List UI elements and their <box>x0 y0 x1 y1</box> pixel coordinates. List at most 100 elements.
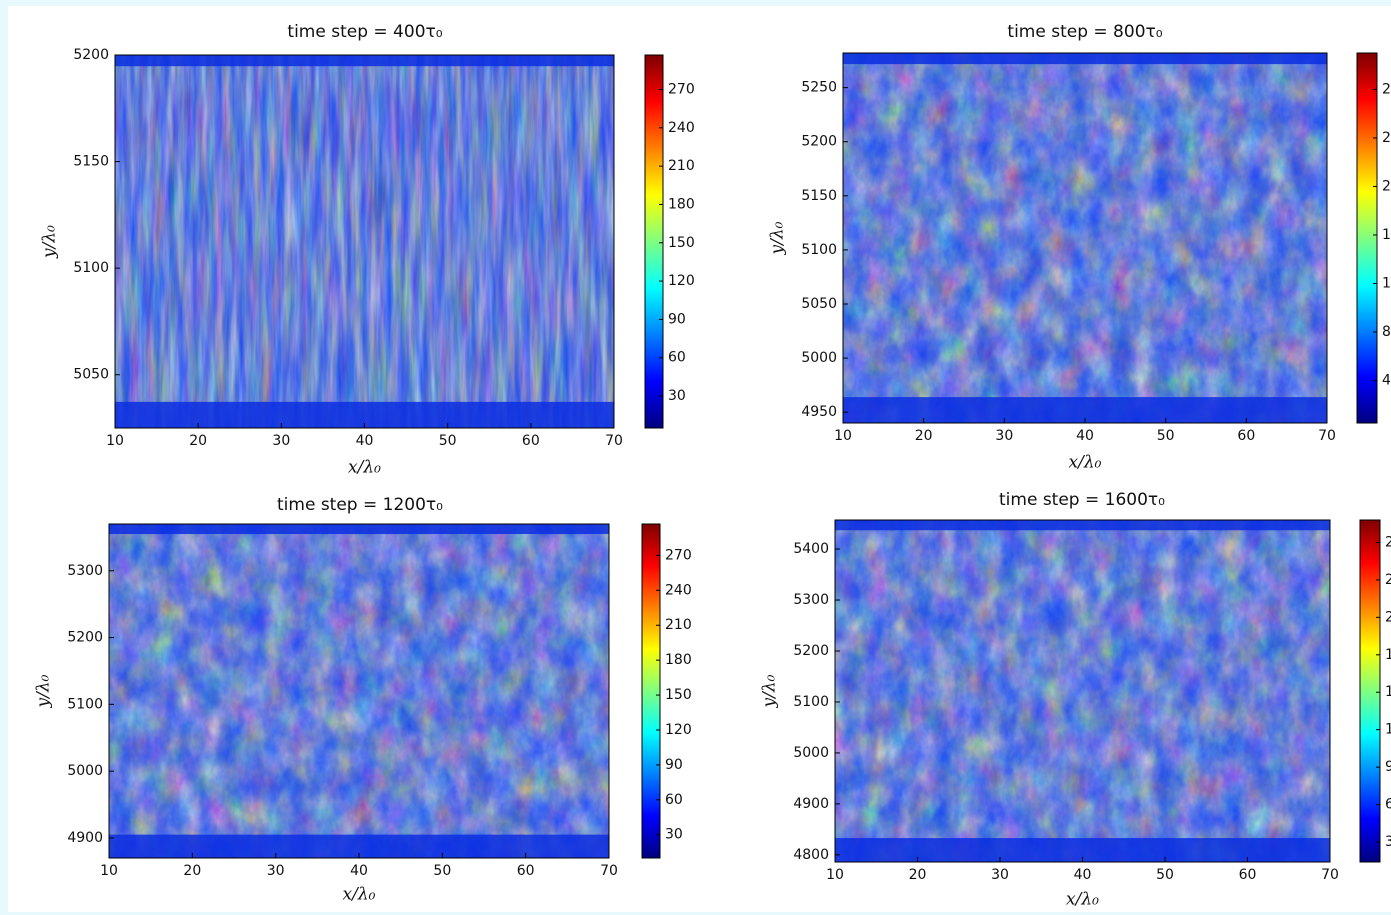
y-tick-label: 5000 <box>801 350 837 366</box>
x-tick-label: 50 <box>433 863 451 879</box>
x-tick-label: 40 <box>350 863 368 879</box>
y-tick-label: 5000 <box>67 763 103 779</box>
x-tick-label: 60 <box>522 433 540 449</box>
x-axis-label: x/λ₀ <box>1069 453 1102 473</box>
x-tick-label: 70 <box>600 863 618 879</box>
colorbar-tick-label: 240 <box>665 582 692 598</box>
colorbar-tick-label: 60 <box>1385 797 1391 813</box>
x-tick-label: 20 <box>909 867 927 883</box>
y-tick-label: 5050 <box>73 367 109 383</box>
x-tick-label: 40 <box>356 433 374 449</box>
x-tick-label: 30 <box>267 863 285 879</box>
x-tick-label: 70 <box>1318 428 1336 444</box>
colorbar-tick-label: 40 <box>1382 373 1391 389</box>
colorbar-tick-label: 210 <box>665 617 692 633</box>
x-tick-label: 30 <box>995 428 1013 444</box>
y-tick-label: 5200 <box>801 134 837 150</box>
colorbar-tick-label: 270 <box>665 547 692 563</box>
y-tick-label: 5050 <box>801 296 837 312</box>
colorbar-tick-label: 160 <box>1382 227 1391 243</box>
x-tick-label: 20 <box>915 428 933 444</box>
colorbar-tick-label: 120 <box>1385 722 1391 738</box>
y-tick-label: 5100 <box>73 260 109 276</box>
x-axis-label: x/λ₀ <box>348 458 381 478</box>
x-axis-label: x/λ₀ <box>343 885 376 905</box>
y-tick-label: 5300 <box>793 592 829 608</box>
colorbar-tick-label: 240 <box>1385 572 1391 588</box>
x-tick-label: 20 <box>183 863 201 879</box>
colorbar-tick-label: 180 <box>1385 647 1391 663</box>
colorbar-tick-label: 90 <box>1385 759 1391 775</box>
field-texture <box>843 53 1327 423</box>
y-tick-label: 5100 <box>793 694 829 710</box>
y-tick-label: 5200 <box>73 47 109 63</box>
colorbar-tick-label: 280 <box>1382 81 1391 97</box>
colorbar-tick-label: 210 <box>668 158 695 174</box>
y-axis-label: y/λ₀ <box>768 221 788 255</box>
colorbar <box>644 54 664 429</box>
x-tick-label: 10 <box>826 867 844 883</box>
x-tick-label: 60 <box>1239 867 1257 883</box>
panel-title: time step = 1600τ₀ <box>999 490 1165 510</box>
y-tick-label: 5150 <box>73 154 109 170</box>
colorbar <box>1356 52 1378 424</box>
y-tick-label: 5300 <box>67 563 103 579</box>
x-tick-label: 30 <box>991 867 1009 883</box>
y-tick-label: 5100 <box>801 242 837 258</box>
panel-title: time step = 800τ₀ <box>1007 22 1162 42</box>
x-tick-label: 30 <box>272 433 290 449</box>
panel-title: time step = 400τ₀ <box>287 22 442 42</box>
colorbar-tick-label: 270 <box>668 81 695 97</box>
colorbar-tick-label: 30 <box>665 827 683 843</box>
x-tick-label: 50 <box>1156 867 1174 883</box>
y-tick-label: 4900 <box>793 796 829 812</box>
y-axis-label: y/λ₀ <box>760 674 780 708</box>
colorbar <box>1359 519 1381 863</box>
colorbar-tick-label: 80 <box>1382 324 1391 340</box>
y-axis-label: y/λ₀ <box>34 674 54 708</box>
x-tick-label: 40 <box>1074 867 1092 883</box>
y-tick-label: 5200 <box>793 643 829 659</box>
colorbar-tick-label: 150 <box>668 235 695 251</box>
field-edge <box>115 55 614 67</box>
colorbar-tick-label: 270 <box>1385 534 1391 550</box>
x-tick-label: 40 <box>1076 428 1094 444</box>
y-tick-label: 5150 <box>801 188 837 204</box>
y-tick-label: 4800 <box>793 847 829 863</box>
colorbar-tick-label: 120 <box>665 722 692 738</box>
x-tick-label: 20 <box>189 433 207 449</box>
colorbar-tick-label: 90 <box>665 757 683 773</box>
colorbar-tick-label: 180 <box>665 652 692 668</box>
colorbar-tick-label: 210 <box>1385 609 1391 625</box>
y-tick-label: 4900 <box>67 830 103 846</box>
y-tick-label: 5100 <box>67 696 103 712</box>
field-edge <box>835 838 1330 862</box>
colorbar-tick-label: 240 <box>668 120 695 136</box>
colorbar <box>641 523 661 859</box>
y-axis-label: y/λ₀ <box>40 225 60 259</box>
x-tick-label: 70 <box>1321 867 1339 883</box>
colorbar-tick-label: 30 <box>1385 834 1391 850</box>
y-tick-label: 4950 <box>801 404 837 420</box>
colorbar-tick-label: 60 <box>665 792 683 808</box>
field-edge <box>109 834 609 858</box>
colorbar-tick-label: 200 <box>1382 178 1391 194</box>
x-tick-label: 10 <box>834 428 852 444</box>
colorbar-tick-label: 150 <box>665 687 692 703</box>
colorbar-tick-label: 240 <box>1382 130 1391 146</box>
colorbar-tick-label: 90 <box>668 311 686 327</box>
panel-title: time step = 1200τ₀ <box>277 495 443 515</box>
x-tick-label: 50 <box>439 433 457 449</box>
colorbar-tick-label: 60 <box>668 350 686 366</box>
x-tick-label: 60 <box>1237 428 1255 444</box>
field-edge <box>109 524 609 535</box>
x-axis-label: x/λ₀ <box>1066 890 1099 910</box>
y-tick-label: 5000 <box>793 745 829 761</box>
colorbar-tick-label: 120 <box>668 273 695 289</box>
y-tick-label: 5400 <box>793 541 829 557</box>
x-tick-label: 60 <box>517 863 535 879</box>
x-tick-label: 50 <box>1157 428 1175 444</box>
colorbar-tick-label: 150 <box>1385 684 1391 700</box>
